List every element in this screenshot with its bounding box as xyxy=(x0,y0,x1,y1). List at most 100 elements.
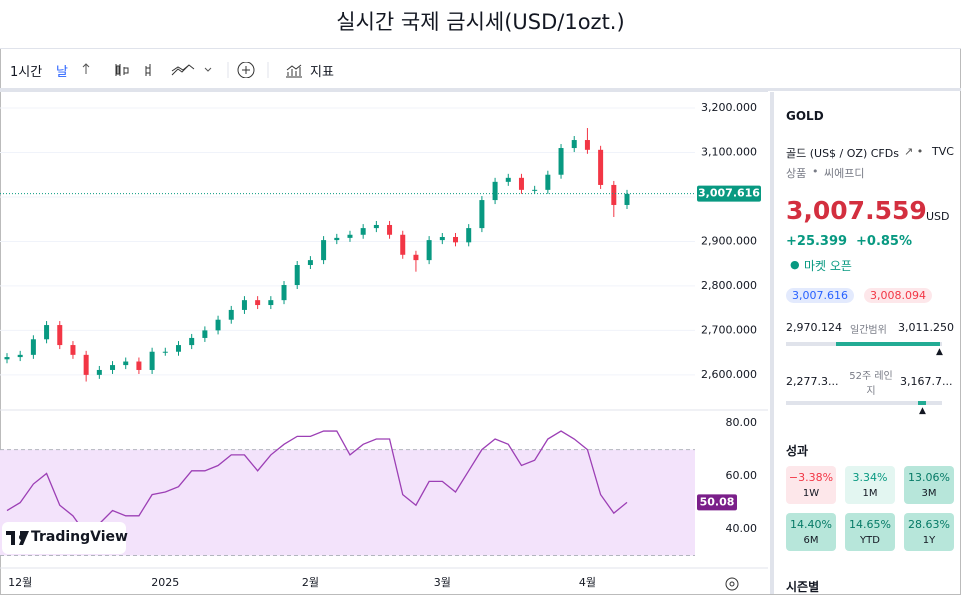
toolbar-icons[interactable] xyxy=(80,62,340,78)
range-button[interactable]: 날 xyxy=(56,65,68,80)
perf-period: YTD xyxy=(860,535,880,546)
price-tag-label: 3,007.616 xyxy=(698,187,760,200)
y-tick-label: 2,600.000 xyxy=(701,368,757,381)
candle-body xyxy=(321,240,327,261)
performance-title: 성과 xyxy=(786,444,809,458)
candle-body xyxy=(294,265,300,286)
day-label: 일간범위 xyxy=(850,325,887,336)
perf-tile[interactable]: 28.63% 1Y xyxy=(904,513,954,551)
candle-body xyxy=(110,365,116,370)
candle-body xyxy=(281,285,287,301)
candle-body xyxy=(175,345,181,352)
gear-icon[interactable] xyxy=(725,577,739,591)
candle-body xyxy=(439,236,445,241)
candle-body xyxy=(228,309,234,320)
candle-body xyxy=(624,193,630,205)
link-icon[interactable]: ↗ • xyxy=(904,145,924,158)
day-fill xyxy=(836,342,940,346)
candle-body xyxy=(558,148,564,175)
week52-label: 52주 레인지 xyxy=(849,371,893,397)
candle-body xyxy=(598,149,604,185)
perf-period: 1M xyxy=(862,488,878,499)
candle-body xyxy=(505,177,511,182)
candle-body xyxy=(17,354,23,358)
y-tick-label: 3,100.000 xyxy=(701,145,757,158)
perf-value: 28.63% xyxy=(908,518,950,531)
interval-button[interactable]: 1시간 xyxy=(10,65,43,80)
logo-text: TradingView xyxy=(31,529,128,545)
candle-body xyxy=(584,140,590,150)
candle-body xyxy=(83,354,89,375)
seasonal[interactable]: 시즌별 xyxy=(786,580,820,594)
symbol: GOLD xyxy=(786,109,824,123)
perf-period: 6M xyxy=(803,535,819,546)
candle-body xyxy=(479,200,485,229)
week52-marker: ▲ xyxy=(919,406,926,416)
candle-body xyxy=(545,174,551,190)
perf-tile[interactable]: −3.38% 1W xyxy=(786,466,836,504)
candle-body xyxy=(4,357,10,360)
candle-body xyxy=(571,140,577,149)
y-tick-label: 2,700.000 xyxy=(701,323,757,336)
y-tick-label: 80.00 xyxy=(726,416,758,429)
perf-tile[interactable]: 3.34% 1M xyxy=(845,466,895,504)
candle-body xyxy=(162,351,168,353)
candle-body xyxy=(611,184,617,205)
price: 3,007.559 xyxy=(786,196,927,225)
candle-body xyxy=(149,351,155,370)
indicators-button[interactable]: 지표 xyxy=(310,65,334,80)
candle-body xyxy=(373,224,379,229)
week52-high: 3,167.7... xyxy=(900,375,953,388)
divider xyxy=(0,90,768,92)
x-tick-label: 2월 xyxy=(302,576,319,589)
candle-body xyxy=(307,260,313,266)
candle-body xyxy=(255,300,261,306)
candle-body xyxy=(136,361,142,370)
bid: 3,007.616 xyxy=(786,288,854,303)
day-high: 3,011.250 xyxy=(898,321,954,334)
candle-body xyxy=(518,177,524,190)
rsi-tag xyxy=(697,494,737,511)
week52-fill xyxy=(918,401,926,405)
candle-body xyxy=(453,236,459,243)
currency: USD xyxy=(926,210,950,223)
logo-icon xyxy=(6,531,29,545)
change: +25.399 xyxy=(786,234,848,249)
symbol-panel: GOLD 골드 (US$ / OZ) CFDs ↗ • TVC 상품 • 씨에프… xyxy=(770,92,961,594)
status: 마켓 오픈 xyxy=(804,259,852,273)
candle-body xyxy=(241,300,247,310)
price-tag xyxy=(697,185,761,202)
toolbar: 1시간 날 지표 xyxy=(0,50,961,91)
candle-body xyxy=(268,300,274,306)
y-tick-label: 2,800.000 xyxy=(701,279,757,292)
change-pct: +0.85% xyxy=(856,234,912,249)
candle-body xyxy=(202,330,208,338)
source: TVC xyxy=(932,145,954,158)
rsi-tag-label: 50.08 xyxy=(700,495,735,508)
candle-body xyxy=(532,189,538,191)
perf-tile[interactable]: 14.40% 6M xyxy=(786,513,836,551)
candle-body xyxy=(189,337,195,346)
week52-bar xyxy=(786,401,942,405)
y-tick-label: 60.00 xyxy=(726,469,758,482)
candle-body xyxy=(123,361,129,366)
perf-value: 14.65% xyxy=(849,518,891,531)
candle-body xyxy=(57,325,63,346)
candle-body xyxy=(492,181,498,201)
perf-tile[interactable]: 14.65% YTD xyxy=(845,513,895,551)
x-tick-label: 3월 xyxy=(434,576,451,589)
kind: 상품 xyxy=(786,167,807,180)
description[interactable]: 골드 (US$ / OZ) CFDs xyxy=(786,147,899,160)
kind2: 씨에프디 xyxy=(824,167,865,180)
candle-body xyxy=(70,345,76,355)
perf-tile[interactable]: 13.06% 3M xyxy=(904,466,954,504)
candle-body xyxy=(400,234,406,255)
candle-body xyxy=(426,240,432,261)
candle-body xyxy=(387,224,393,235)
x-tick-label: 4월 xyxy=(579,576,596,589)
candle-body xyxy=(334,237,340,241)
candle-body xyxy=(44,325,50,340)
logo-box[interactable]: TradingView xyxy=(2,522,128,554)
perf-period: 1Y xyxy=(922,535,936,546)
